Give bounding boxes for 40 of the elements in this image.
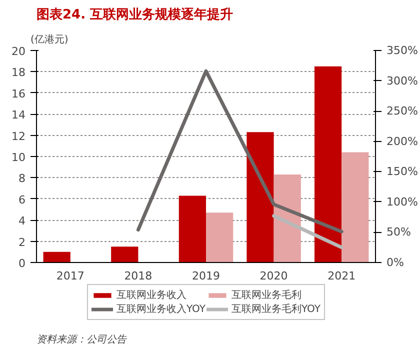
chart-title: 图表24. 互联网业务规模逐年提升	[36, 6, 234, 22]
legend-label: 互联网业务毛利YOY	[232, 302, 320, 316]
x-tick-label: 2021	[328, 270, 356, 282]
y2-tick-label: 200%	[386, 134, 418, 148]
bar	[246, 132, 274, 262]
legend-label: 互联网业务收入	[116, 288, 186, 302]
y-tick-label: 6	[18, 193, 26, 206]
y-tick-label: 12	[12, 130, 26, 143]
line-series	[136, 69, 344, 234]
y2-tick-label: 150%	[386, 165, 418, 178]
y2-tick-label: 250%	[386, 104, 418, 118]
y-tick-label: 8	[18, 172, 26, 186]
bar	[111, 246, 138, 262]
y2-tick-label: 50%	[386, 226, 411, 239]
y2-tick-label: 100%	[386, 195, 418, 208]
bar	[314, 66, 342, 262]
x-tick-label: 2020	[260, 270, 288, 282]
bar	[274, 174, 301, 262]
y2-tick-label: 300%	[386, 74, 418, 88]
bar	[342, 152, 369, 262]
legend-label: 互联网业务收入YOY	[116, 302, 206, 316]
y2-tick-label: 0%	[386, 256, 404, 269]
x-tick-label: 2018	[124, 270, 152, 282]
y-tick-label: 20	[12, 45, 26, 58]
y-tick-label: 16	[12, 87, 26, 100]
bar	[43, 252, 70, 262]
y2-tick-label: 350%	[386, 44, 418, 57]
y-tick-label: 4	[18, 214, 26, 228]
text: 资料来源：公司公告	[36, 334, 128, 346]
y-tick-label: 10	[12, 151, 26, 164]
y-tick-label: 2	[18, 236, 26, 249]
y-tick-label: 14	[12, 108, 26, 122]
y-axis-title: (亿港元)	[30, 34, 68, 46]
x-tick-label: 2019	[192, 270, 220, 282]
y-tick-label: 0	[18, 257, 26, 270]
legend-label: 互联网业务毛利	[232, 288, 302, 302]
x-tick-label: 2017	[56, 270, 84, 282]
bar	[178, 196, 206, 262]
bar	[206, 212, 234, 262]
y-tick-label: 18	[12, 66, 26, 80]
